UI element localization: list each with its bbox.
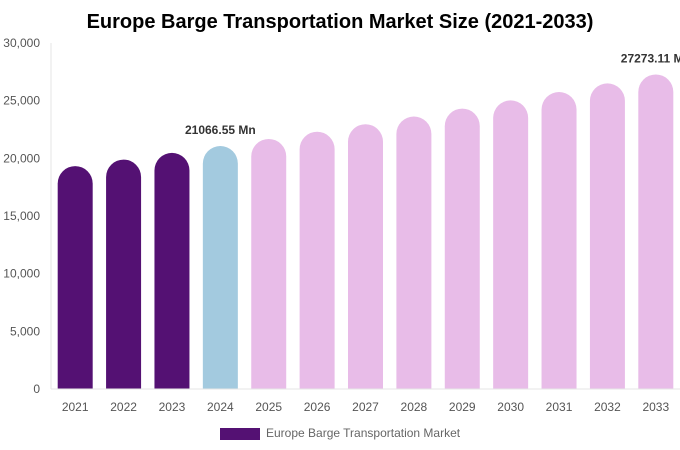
y-tick-label: 10,000: [3, 267, 40, 281]
y-tick-label: 20,000: [3, 151, 40, 165]
legend-swatch: [220, 428, 260, 440]
x-tick-label: 2029: [449, 400, 476, 414]
data-label: 21066.55 Mn: [185, 123, 256, 137]
y-axis: 0 5,000 10,000 15,000 20,000 25,000 30,000: [3, 36, 52, 396]
x-tick-label: 2026: [304, 400, 331, 414]
bar-2030: [493, 100, 529, 389]
y-tick-label: 30,000: [3, 36, 40, 50]
x-tick-label: 2023: [159, 400, 186, 414]
bars: [57, 74, 674, 390]
y-tick-label: 5,000: [10, 324, 40, 338]
x-tick-label: 2030: [497, 400, 524, 414]
bar-2025: [251, 138, 287, 389]
y-tick-label: 0: [33, 382, 40, 396]
chart-title: Europe Barge Transportation Market Size …: [87, 11, 594, 33]
legend-label: Europe Barge Transportation Market: [266, 426, 461, 440]
bar-2027: [348, 124, 383, 390]
bar-2033: [638, 74, 674, 389]
y-tick-label: 15,000: [3, 209, 40, 223]
x-tick-label: 2032: [594, 400, 621, 414]
bar-2023: [154, 152, 190, 389]
x-tick-label: 2024: [207, 400, 234, 414]
legend[interactable]: Europe Barge Transportation Market: [220, 426, 461, 440]
bar-2021: [57, 166, 93, 389]
x-tick-label: 2021: [62, 400, 89, 414]
x-axis: 2021 2022 2023 2024 2025 2026 2027 2028 2029 2030…: [51, 388, 680, 414]
data-labels: 21066.55 Mn 27273.11 Mn: [185, 51, 680, 137]
x-tick-label: 2025: [255, 400, 282, 414]
bar-2022: [106, 159, 142, 389]
bar-2028: [396, 116, 432, 389]
x-tick-label: 2031: [546, 400, 573, 414]
y-tick-label: 25,000: [3, 94, 40, 108]
bar-2031: [541, 92, 577, 389]
x-tick-label: 2027: [352, 400, 379, 414]
x-tick-label: 2022: [110, 400, 137, 414]
bar-2032: [589, 83, 625, 389]
bar-2024: [202, 146, 238, 389]
bar-2026: [299, 131, 335, 389]
data-label: 27273.11 Mn: [621, 51, 680, 65]
x-tick-label: 2033: [642, 400, 669, 414]
x-tick-label: 2028: [401, 400, 428, 414]
bar-2029: [444, 108, 480, 389]
